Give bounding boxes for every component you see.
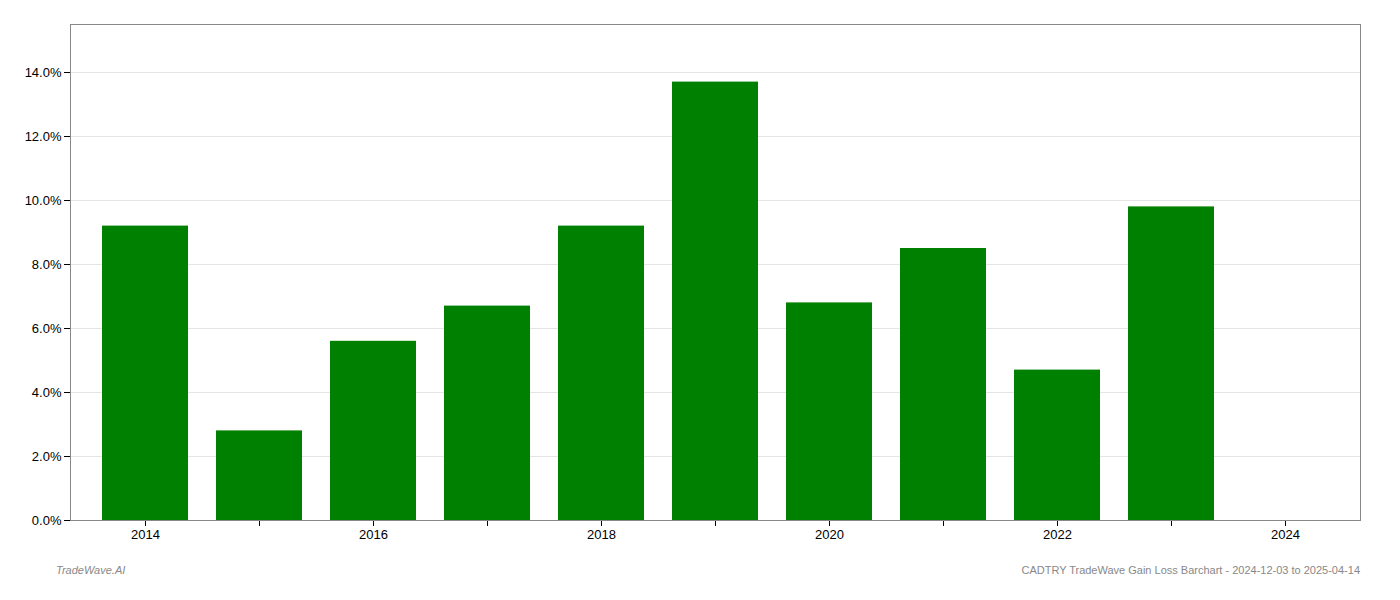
svg-text:2020: 2020 <box>815 527 844 542</box>
svg-text:0.0%: 0.0% <box>32 513 62 528</box>
html-text:TradeWave.AI: TradeWave.AI <box>56 564 126 576</box>
svg-text:2022: 2022 <box>1043 527 1072 542</box>
svg-text:2024: 2024 <box>1271 527 1300 542</box>
svg-text:2018: 2018 <box>587 527 616 542</box>
svg-text:12.0%: 12.0% <box>25 129 62 144</box>
svg-text:14.0%: 14.0% <box>25 65 62 80</box>
svg-text:6.0%: 6.0% <box>32 321 62 336</box>
svg-text:2016: 2016 <box>359 527 388 542</box>
svg-text:4.0%: 4.0% <box>32 385 62 400</box>
svg-text:2014: 2014 <box>131 527 160 542</box>
html-text:CADTRY TradeWave Gain Loss Bar: CADTRY TradeWave Gain Loss Barchart - 20… <box>1021 564 1360 576</box>
svg-text:2.0%: 2.0% <box>32 449 62 464</box>
svg-text:8.0%: 8.0% <box>32 257 62 272</box>
svg-text:10.0%: 10.0% <box>25 193 62 208</box>
